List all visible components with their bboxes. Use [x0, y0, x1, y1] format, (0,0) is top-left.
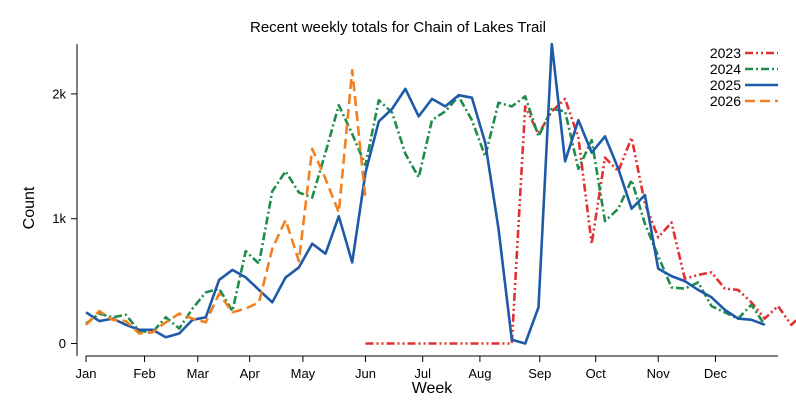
x-tick-label: Sep [528, 366, 551, 381]
y-ticks: 0 1k 2k [52, 86, 77, 351]
x-tick-label: Dec [704, 366, 728, 381]
series-line-2026 [85, 68, 367, 335]
series-line-2025 [85, 42, 766, 345]
x-tick-label: Mar [187, 366, 210, 381]
legend-label-2024: 2024 [710, 61, 741, 77]
legend-label-2023: 2023 [710, 45, 741, 61]
y-axis-label: Count [21, 186, 38, 229]
x-tick-label: Jul [414, 366, 431, 381]
x-tick-label: Oct [586, 366, 607, 381]
y-tick-label: 1k [52, 211, 66, 226]
legend-label-2026: 2026 [710, 93, 741, 109]
y-tick-label: 2k [52, 86, 66, 101]
x-axis-label: Week [412, 380, 454, 397]
series-line-2024 [85, 95, 766, 334]
x-tick-label: May [291, 366, 316, 381]
series-line-2023 [365, 97, 796, 345]
chart-title: Recent weekly totals for Chain of Lakes … [250, 19, 546, 36]
x-tick-label: Aug [468, 366, 491, 381]
x-tick-label: Jun [355, 366, 376, 381]
x-tick-label: Jan [76, 366, 97, 381]
x-tick-label: Nov [647, 366, 671, 381]
x-tick-label: Apr [240, 366, 261, 381]
y-tick-label: 0 [59, 336, 66, 351]
x-ticks: Jan Feb Mar Apr May Jun Jul Aug Sep Oct Nov Dec [76, 356, 728, 381]
legend-label-2025: 2025 [710, 77, 741, 93]
x-tick-label: Feb [133, 366, 155, 381]
plot-lines [85, 42, 796, 345]
